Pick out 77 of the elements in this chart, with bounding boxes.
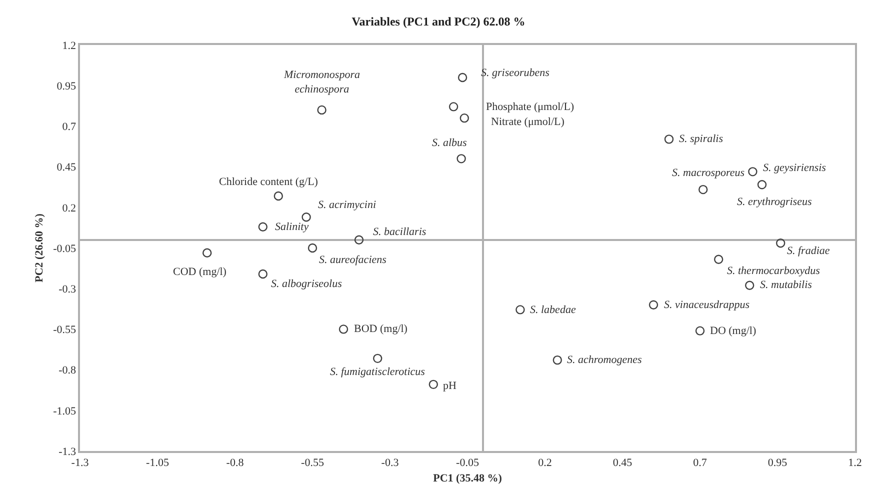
y-tick-label: -0.8 <box>58 364 77 377</box>
y-tick-label: -1.3 <box>58 446 77 458</box>
annotation: S. aureofaciens <box>319 254 386 266</box>
x-axis-title: PC1 (35.48 %) <box>433 472 502 485</box>
point <box>698 184 708 194</box>
annotation: S. albus <box>432 137 467 149</box>
x-tick-label: -1.3 <box>71 456 90 469</box>
point <box>460 113 469 123</box>
annotation: Micromonospora echinospora <box>283 69 360 96</box>
point <box>648 300 658 310</box>
point <box>373 354 382 364</box>
point <box>552 355 562 365</box>
annotation: S. vinaceusdrappus <box>664 299 750 311</box>
y-tick-label: -1.05 <box>53 405 77 418</box>
point <box>695 326 705 336</box>
annotation: Phosphate (μmol/L) <box>486 101 574 113</box>
point <box>302 212 311 222</box>
annotation: S. albogriseolus <box>271 278 342 290</box>
point <box>308 243 318 253</box>
point <box>338 324 348 334</box>
x-tick-label: 1.2 <box>848 456 862 469</box>
x-tick-label: 0.2 <box>538 456 552 469</box>
point <box>664 134 674 144</box>
y-tick-label: -0.3 <box>58 283 77 296</box>
y-tick-label: 0.7 <box>62 121 77 134</box>
annotation: S. thermocarboxydus <box>727 265 820 277</box>
annotation: S. fumigatiscleroticus <box>330 366 425 378</box>
annotation: Chloride content (g/L) <box>219 176 318 188</box>
point <box>258 269 268 279</box>
point <box>354 235 364 244</box>
point <box>258 222 268 232</box>
point <box>428 380 438 390</box>
annotation: pH <box>443 380 456 392</box>
annotation: S. fradiae <box>787 245 830 257</box>
point <box>745 280 754 290</box>
annotation: BOD (mg/l) <box>354 323 408 335</box>
annotation: S. mutabilis <box>760 279 812 291</box>
annotation: S. macrosporeus <box>672 167 745 179</box>
annotation: S. labedae <box>530 304 576 316</box>
x-tick-label: 0.7 <box>693 456 708 469</box>
point <box>456 154 466 164</box>
x-tick-label: -0.55 <box>301 456 324 469</box>
point <box>274 191 283 201</box>
y-axis-title: PC2 (26.60 %) <box>33 213 46 282</box>
annotation: S. erythrogriseus <box>737 196 812 208</box>
point <box>202 248 212 258</box>
annotation: S. acrimycini <box>318 199 376 211</box>
y-tick-label: -0.05 <box>53 242 77 255</box>
annotation: Nitrate (μmol/L) <box>491 116 565 128</box>
y-tick-label: 0.45 <box>56 162 77 174</box>
annotation: DO (mg/l) <box>710 325 756 337</box>
annotation: S. griseorubens <box>481 67 550 79</box>
point <box>748 167 758 176</box>
y-tick-label: 0.2 <box>62 202 76 214</box>
x-tick-label: -1.05 <box>146 456 170 469</box>
x-tick-label: -0.3 <box>381 456 400 469</box>
point <box>448 102 458 112</box>
annotation: S. spiralis <box>679 133 724 145</box>
x-tick-label: 0.95 <box>768 456 788 469</box>
annotation: S. achromogenes <box>567 354 642 366</box>
y-tick-label: 1.2 <box>62 40 76 52</box>
y-tick-label: -0.55 <box>53 324 77 336</box>
point <box>757 180 767 190</box>
point <box>714 254 724 264</box>
annotation: S. geysiriensis <box>763 162 826 174</box>
point <box>516 305 525 314</box>
annotation: Salinity <box>275 221 309 233</box>
annotation: S. bacillaris <box>373 226 426 238</box>
chart-title: Variables (PC1 and PC2) 62.08 % <box>352 14 526 29</box>
x-tick-label: -0.8 <box>226 456 244 469</box>
point <box>776 238 786 248</box>
annotation: COD (mg/l) <box>173 266 227 278</box>
x-tick-label: 0.45 <box>612 456 633 469</box>
point <box>317 105 326 115</box>
x-tick-label: -0.05 <box>456 456 480 469</box>
y-tick-label: 0.95 <box>56 80 77 92</box>
point <box>458 72 468 82</box>
